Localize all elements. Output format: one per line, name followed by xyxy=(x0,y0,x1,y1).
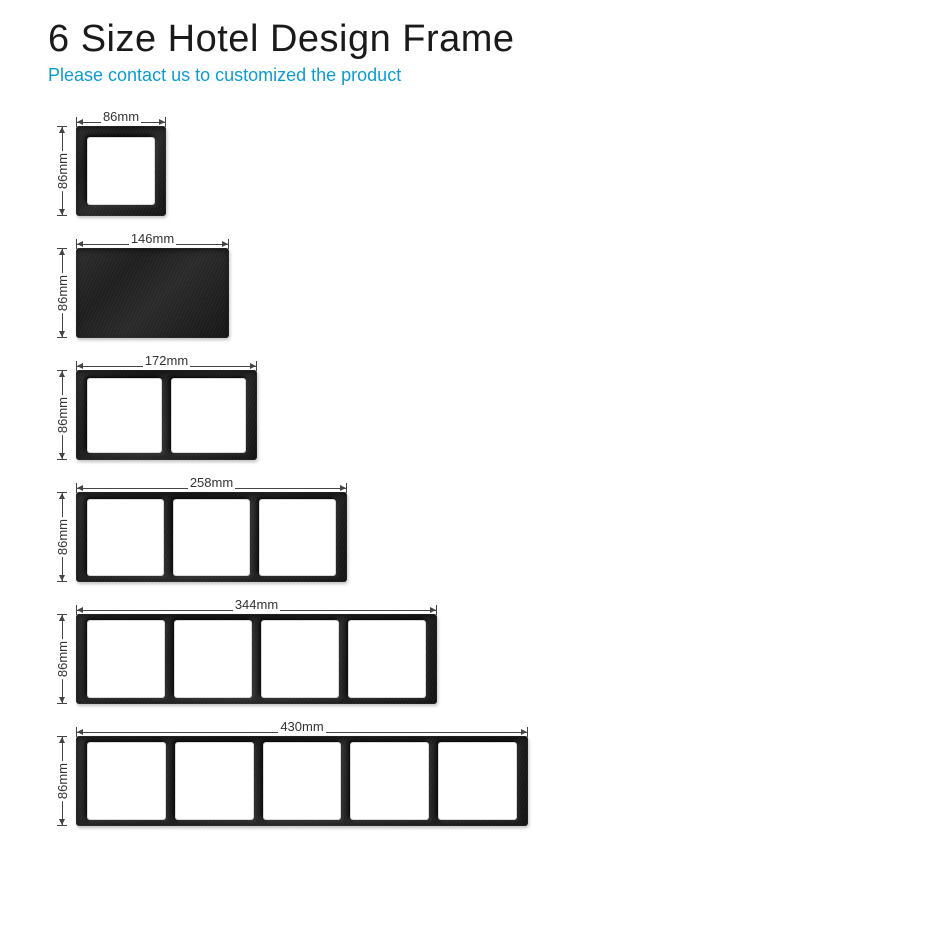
width-label: 258mm xyxy=(188,476,235,490)
frame-opening xyxy=(263,742,342,821)
height-dimension: 86mm xyxy=(48,736,76,826)
width-label: 430mm xyxy=(278,720,325,734)
width-dimension: 86mm xyxy=(76,104,950,126)
height-label: 86mm xyxy=(56,395,69,435)
frame-row: 172mm 86mm xyxy=(48,348,950,460)
frame-opening xyxy=(259,499,336,576)
frame xyxy=(76,614,437,704)
width-label: 344mm xyxy=(233,598,280,612)
frame-opening xyxy=(174,620,252,698)
height-label: 86mm xyxy=(56,273,69,313)
infographic-container: 6 Size Hotel Design Frame Please contact… xyxy=(0,0,950,826)
frame-row: 86mm 86mm xyxy=(48,104,950,216)
frame-opening xyxy=(171,378,246,453)
height-label: 86mm xyxy=(56,151,69,191)
frame-row: 146mm 86mm xyxy=(48,226,950,338)
frame-opening xyxy=(87,499,164,576)
width-dimension: 344mm xyxy=(76,592,950,614)
frame-row: 258mm 86mm xyxy=(48,470,950,582)
frame-opening xyxy=(173,499,250,576)
height-dimension: 86mm xyxy=(48,126,76,216)
width-label: 146mm xyxy=(129,232,176,246)
frames-area: 86mm86mm146mm86mm172mm86mm258mm86mm344mm… xyxy=(48,104,950,826)
height-dimension: 86mm xyxy=(48,370,76,460)
width-dimension: 430mm xyxy=(76,714,950,736)
width-label: 172mm xyxy=(143,354,190,368)
frame-opening xyxy=(87,378,162,453)
frame-opening xyxy=(87,137,155,205)
frame xyxy=(76,248,229,338)
width-dimension: 146mm xyxy=(76,226,950,248)
height-dimension: 86mm xyxy=(48,492,76,582)
frame-opening xyxy=(87,742,166,821)
frame-opening xyxy=(261,620,339,698)
main-title: 6 Size Hotel Design Frame xyxy=(48,0,950,61)
width-label: 86mm xyxy=(101,110,141,124)
height-label: 86mm xyxy=(56,761,69,801)
width-dimension: 172mm xyxy=(76,348,950,370)
frame-opening xyxy=(438,742,517,821)
frame-opening xyxy=(348,620,426,698)
frame xyxy=(76,370,257,460)
frame-opening xyxy=(87,620,165,698)
frame-row: 430mm 86mm xyxy=(48,714,950,826)
frame xyxy=(76,126,166,216)
height-dimension: 86mm xyxy=(48,614,76,704)
height-dimension: 86mm xyxy=(48,248,76,338)
subtitle-text: Please contact us to customized the prod… xyxy=(48,61,950,104)
frame-opening xyxy=(350,742,429,821)
frame-opening xyxy=(175,742,254,821)
height-label: 86mm xyxy=(56,517,69,557)
frame xyxy=(76,736,528,826)
frame xyxy=(76,492,347,582)
width-dimension: 258mm xyxy=(76,470,950,492)
frame-row: 344mm 86mm xyxy=(48,592,950,704)
height-label: 86mm xyxy=(56,639,69,679)
